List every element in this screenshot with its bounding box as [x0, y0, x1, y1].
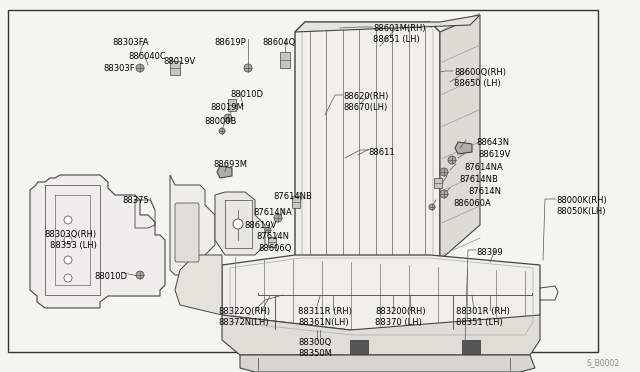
Circle shape [440, 190, 448, 198]
Text: 88303F: 88303F [103, 64, 134, 73]
Polygon shape [30, 175, 165, 308]
Bar [228, 99, 236, 111]
Text: 88372N(LH): 88372N(LH) [218, 318, 269, 327]
Text: 88010D: 88010D [94, 272, 127, 281]
Bar [170, 61, 180, 75]
Circle shape [136, 64, 144, 72]
Polygon shape [215, 192, 265, 255]
Text: 88600Q(RH): 88600Q(RH) [454, 68, 506, 77]
Bar [434, 178, 442, 188]
Text: 88606Q: 88606Q [258, 244, 291, 253]
Text: 87614NA: 87614NA [464, 163, 503, 172]
Text: 88353 (LH): 88353 (LH) [50, 241, 97, 250]
Text: 88311R (RH): 88311R (RH) [298, 307, 352, 316]
Circle shape [448, 156, 456, 164]
Polygon shape [240, 355, 535, 372]
Text: 88601M(RH): 88601M(RH) [373, 24, 426, 33]
Text: 88303Q(RH): 88303Q(RH) [44, 230, 96, 239]
Text: 88650 (LH): 88650 (LH) [454, 79, 500, 88]
Bar [280, 52, 290, 68]
Text: 88643N: 88643N [476, 138, 509, 147]
Text: 88361N(LH): 88361N(LH) [298, 318, 349, 327]
Text: 883200(RH): 883200(RH) [375, 307, 426, 316]
Text: 87614NA: 87614NA [253, 208, 292, 217]
Text: 87614N: 87614N [256, 232, 289, 241]
Circle shape [244, 64, 252, 72]
Text: 886060A: 886060A [453, 199, 491, 208]
Circle shape [224, 114, 232, 122]
Text: 88000K(RH): 88000K(RH) [556, 196, 607, 205]
Polygon shape [217, 166, 232, 178]
Circle shape [64, 216, 72, 224]
Text: 88375: 88375 [122, 196, 148, 205]
Text: 88000B: 88000B [204, 117, 236, 126]
Text: 88370 (LH): 88370 (LH) [375, 318, 422, 327]
FancyBboxPatch shape [175, 203, 199, 262]
Text: S_B0002: S_B0002 [587, 358, 620, 367]
Text: 88620(RH): 88620(RH) [343, 92, 388, 101]
Polygon shape [295, 22, 440, 272]
Text: 88351 (LH): 88351 (LH) [456, 318, 503, 327]
Circle shape [64, 256, 72, 264]
Text: 88010D: 88010D [230, 90, 263, 99]
Text: 88611: 88611 [368, 148, 395, 157]
Text: 88604Q: 88604Q [262, 38, 295, 47]
Circle shape [274, 214, 282, 222]
Text: 88300Q: 88300Q [298, 338, 332, 347]
Text: 88019V: 88019V [163, 57, 195, 66]
Circle shape [265, 227, 271, 233]
Bar [292, 196, 300, 208]
Text: 88619V: 88619V [244, 221, 276, 230]
Text: 886040C: 886040C [128, 52, 166, 61]
Text: 88399: 88399 [476, 248, 502, 257]
Circle shape [429, 204, 435, 210]
Text: 87614NB: 87614NB [273, 192, 312, 201]
Polygon shape [295, 15, 480, 32]
Text: 88619P: 88619P [214, 38, 246, 47]
Polygon shape [222, 315, 540, 355]
Circle shape [64, 236, 72, 244]
Polygon shape [170, 175, 215, 275]
Text: 87614NB: 87614NB [459, 175, 498, 184]
Polygon shape [440, 15, 480, 260]
Polygon shape [222, 255, 540, 330]
Bar [268, 237, 276, 247]
Circle shape [136, 271, 144, 279]
Circle shape [440, 168, 448, 176]
Text: 88670(LH): 88670(LH) [343, 103, 387, 112]
Text: 88619V: 88619V [478, 150, 510, 159]
Text: 88693M: 88693M [213, 160, 247, 169]
Bar [462, 340, 480, 354]
Bar [350, 340, 368, 354]
Text: 88050K(LH): 88050K(LH) [556, 207, 605, 216]
Text: 88350M: 88350M [298, 349, 332, 358]
Circle shape [219, 128, 225, 134]
Polygon shape [175, 255, 222, 315]
Text: 88651 (LH): 88651 (LH) [373, 35, 420, 44]
Text: 88019M: 88019M [210, 103, 244, 112]
Circle shape [233, 219, 243, 229]
Text: 88322Q(RH): 88322Q(RH) [218, 307, 270, 316]
Text: 87614N: 87614N [468, 187, 501, 196]
Polygon shape [455, 142, 472, 154]
Circle shape [64, 274, 72, 282]
Text: 88303FA: 88303FA [112, 38, 148, 47]
Text: 88301R (RH): 88301R (RH) [456, 307, 510, 316]
